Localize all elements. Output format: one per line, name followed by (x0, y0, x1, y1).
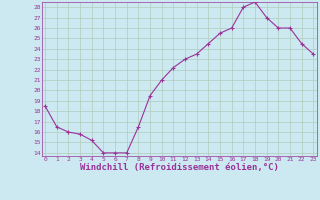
X-axis label: Windchill (Refroidissement éolien,°C): Windchill (Refroidissement éolien,°C) (80, 163, 279, 172)
